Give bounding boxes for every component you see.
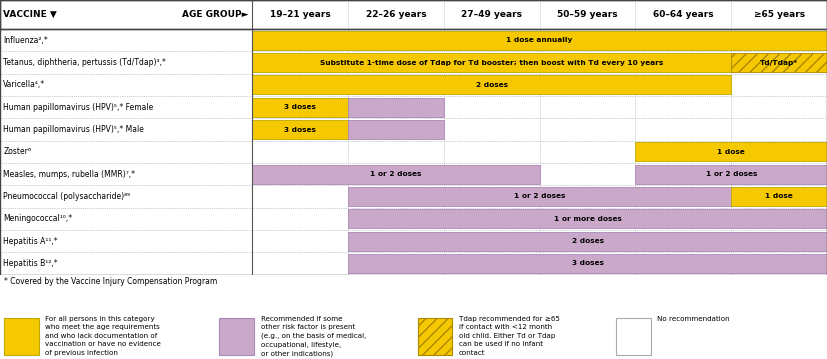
Text: No recommendation: No recommendation — [657, 316, 730, 322]
Bar — [252, 120, 348, 139]
Text: 1 dose: 1 dose — [717, 149, 745, 155]
Bar — [252, 53, 731, 72]
Text: Human papillomavirus (HPV)⁵,* Male: Human papillomavirus (HPV)⁵,* Male — [3, 125, 144, 134]
Bar — [418, 318, 452, 355]
Bar — [252, 98, 348, 117]
Bar — [348, 232, 827, 251]
Text: 1 dose annually: 1 dose annually — [506, 37, 573, 43]
Bar — [348, 120, 444, 139]
Text: ≥65 years: ≥65 years — [753, 10, 805, 19]
Bar — [348, 254, 827, 273]
Bar — [252, 164, 540, 184]
Text: 2 doses: 2 doses — [476, 82, 508, 88]
Text: Recommended if some
other risk factor is present
(e.g., on the basis of medical,: Recommended if some other risk factor is… — [261, 316, 366, 357]
Bar — [252, 75, 731, 94]
Text: 19–21 years: 19–21 years — [270, 10, 331, 19]
Text: Influenza²,*: Influenza²,* — [3, 36, 48, 45]
Bar — [0, 252, 827, 275]
Text: 60–64 years: 60–64 years — [653, 10, 714, 19]
Bar — [348, 187, 731, 206]
Bar — [0, 74, 827, 96]
Bar — [0, 208, 827, 230]
Bar — [0, 141, 827, 163]
Bar — [0, 29, 827, 51]
Text: Meningococcal¹⁰,*: Meningococcal¹⁰,* — [3, 214, 73, 223]
Text: Tdap recommended for ≥65
if contact with <12 month
old child. Either Td or Tdap
: Tdap recommended for ≥65 if contact with… — [459, 316, 560, 356]
Bar — [731, 187, 827, 206]
Bar — [348, 209, 827, 228]
Text: 3 doses: 3 doses — [571, 261, 604, 266]
Text: Substitute 1-time dose of Tdap for Td booster; then boost with Td every 10 years: Substitute 1-time dose of Tdap for Td bo… — [320, 60, 663, 66]
Bar — [0, 0, 827, 29]
Bar — [731, 53, 827, 72]
Bar — [4, 318, 39, 355]
Text: Varicella⁴,*: Varicella⁴,* — [3, 80, 45, 89]
Text: 1 or 2 doses: 1 or 2 doses — [705, 171, 757, 177]
Text: 1 dose: 1 dose — [765, 194, 793, 200]
Text: AGE GROUP►: AGE GROUP► — [182, 10, 248, 19]
Text: Hepatitis B¹²,*: Hepatitis B¹²,* — [3, 259, 58, 268]
Bar — [348, 98, 444, 117]
Bar — [0, 230, 827, 252]
Text: Hepatitis A¹¹,*: Hepatitis A¹¹,* — [3, 237, 58, 246]
Bar — [635, 142, 827, 162]
Bar — [0, 163, 827, 185]
Bar — [0, 185, 827, 208]
Text: 1 or 2 doses: 1 or 2 doses — [370, 171, 422, 177]
Bar — [635, 164, 827, 184]
Text: Human papillomavirus (HPV)⁵,* Female: Human papillomavirus (HPV)⁵,* Female — [3, 103, 154, 112]
Text: 1 or 2 doses: 1 or 2 doses — [514, 194, 566, 200]
Text: 3 doses: 3 doses — [284, 126, 316, 132]
Text: 27–49 years: 27–49 years — [461, 10, 522, 19]
Text: 1 or more doses: 1 or more doses — [553, 216, 621, 222]
Text: Pneumococcal (polysaccharide)⁸⁹: Pneumococcal (polysaccharide)⁸⁹ — [3, 192, 131, 201]
Text: 2 doses: 2 doses — [571, 238, 604, 244]
Text: * Covered by the Vaccine Injury Compensation Program: * Covered by the Vaccine Injury Compensa… — [4, 277, 218, 286]
Text: 3 doses: 3 doses — [284, 104, 316, 110]
Bar — [0, 96, 827, 118]
Bar — [219, 318, 254, 355]
Text: Zoster⁶: Zoster⁶ — [3, 147, 31, 156]
Text: VACCINE ▼: VACCINE ▼ — [3, 10, 57, 19]
Text: Td/Tdap*: Td/Tdap* — [760, 60, 798, 66]
Text: Tetanus, diphtheria, pertussis (Td/Tdap)³,*: Tetanus, diphtheria, pertussis (Td/Tdap)… — [3, 58, 166, 67]
Text: For all persons in this category
who meet the age requirements
and who lack docu: For all persons in this category who mee… — [45, 316, 161, 356]
Bar — [0, 118, 827, 141]
Bar — [616, 318, 651, 355]
Text: 22–26 years: 22–26 years — [366, 10, 426, 19]
Bar — [0, 51, 827, 74]
Bar — [252, 31, 827, 50]
Text: Measles, mumps, rubella (MMR)⁷,*: Measles, mumps, rubella (MMR)⁷,* — [3, 170, 136, 179]
Text: 50–59 years: 50–59 years — [557, 10, 618, 19]
